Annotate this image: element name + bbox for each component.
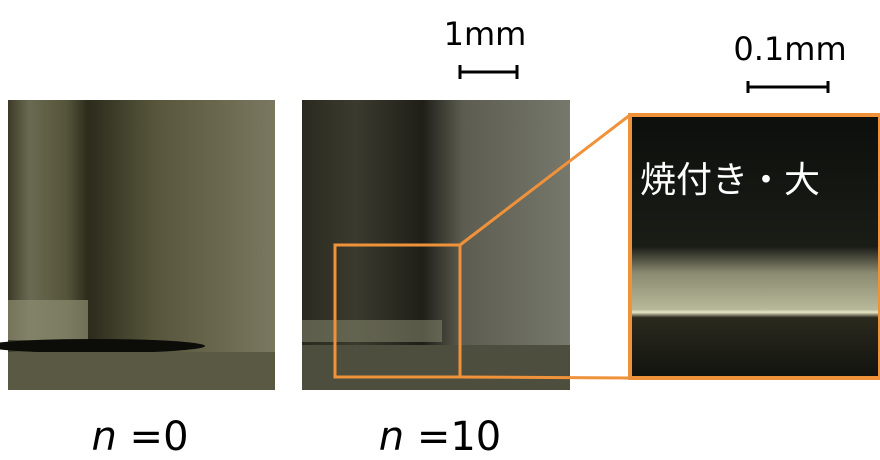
panel-label: n =10 xyxy=(379,414,502,460)
panel-variable: n xyxy=(379,414,404,460)
figure: 焼付き・大 1mm 0.1mm n =0 n =10 xyxy=(0,0,880,460)
panel-value: =0 xyxy=(130,414,189,460)
scale-label: 0.1mm xyxy=(733,30,846,68)
scale-label: 1mm xyxy=(444,15,527,53)
photo-n10 xyxy=(302,100,570,390)
scale-bar xyxy=(748,81,828,93)
panel-label: n =0 xyxy=(91,414,188,460)
zoom-line xyxy=(460,377,630,378)
photo-n0 xyxy=(0,100,275,390)
panel-variable: n xyxy=(91,414,116,460)
panel-value: =10 xyxy=(417,414,501,460)
scale-bar xyxy=(460,65,517,79)
annotation: 焼付き・大 xyxy=(640,160,820,201)
photo-zoom: 焼付き・大 xyxy=(630,115,880,378)
